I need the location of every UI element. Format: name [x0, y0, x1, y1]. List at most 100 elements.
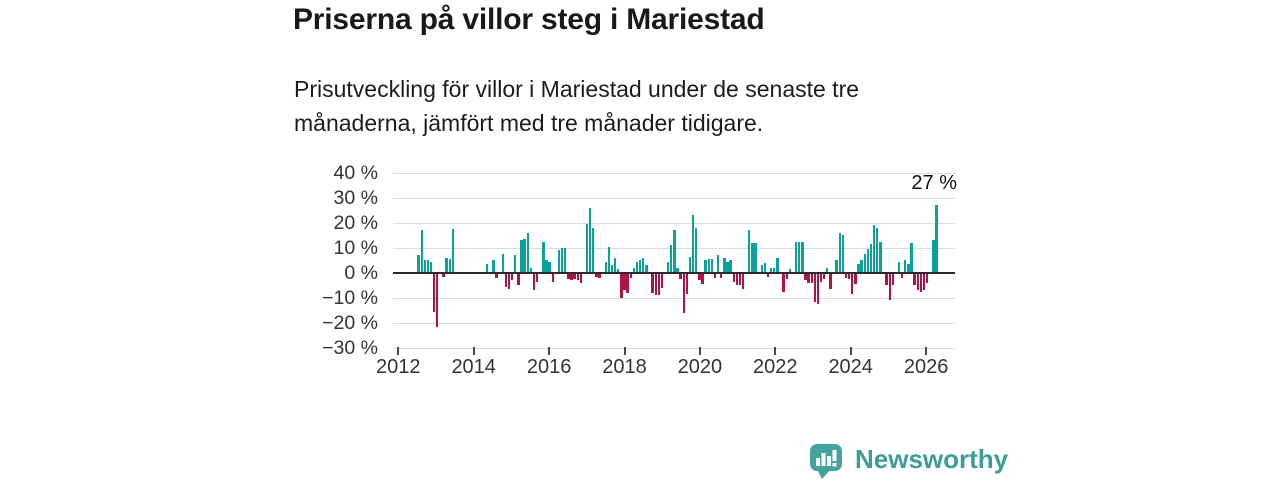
bar [673, 230, 676, 273]
bar [607, 246, 611, 273]
bar [863, 254, 866, 273]
bar [763, 262, 767, 273]
bar [854, 274, 857, 285]
bar [610, 265, 614, 273]
bar [720, 274, 723, 278]
bar [810, 274, 813, 283]
bar [891, 274, 894, 286]
bar [913, 274, 916, 286]
zero-line [393, 272, 955, 274]
bar [916, 274, 919, 291]
bar [666, 261, 670, 273]
y-tick-label: 20 % [333, 211, 378, 234]
bar [564, 247, 567, 273]
bar [448, 259, 451, 273]
bar [732, 274, 735, 282]
bar [847, 274, 851, 280]
bar [723, 257, 726, 273]
bar [542, 241, 545, 273]
gridline [393, 197, 955, 199]
bar [794, 241, 798, 273]
bar [691, 215, 695, 273]
bar [495, 274, 498, 278]
bar [769, 267, 773, 273]
bar [801, 241, 804, 273]
bar [932, 240, 935, 273]
bar [670, 245, 673, 273]
bar [613, 257, 617, 273]
bar [604, 261, 607, 273]
newsworthy-logo[interactable]: Newsworthy [808, 442, 1008, 480]
bar [576, 274, 579, 281]
y-tick-label: −30 % [322, 337, 378, 360]
bar [738, 274, 742, 286]
bar [751, 242, 754, 273]
bar [919, 274, 923, 292]
bar [754, 242, 757, 273]
bar [904, 260, 907, 273]
bar [888, 274, 891, 301]
bar [857, 264, 860, 273]
bar [570, 274, 573, 281]
y-tick-label: −20 % [322, 312, 378, 335]
bar [866, 249, 870, 273]
x-axis-tick [548, 347, 551, 355]
bar [713, 274, 717, 278]
bar [617, 269, 620, 273]
bar [935, 205, 938, 273]
bar [860, 260, 863, 273]
x-tick-label: 2016 [526, 356, 572, 378]
gridline [393, 348, 955, 350]
bar [826, 267, 829, 273]
bar [642, 257, 645, 273]
bar [816, 274, 820, 305]
bar [688, 256, 692, 273]
bar [626, 274, 629, 293]
bar [517, 274, 520, 286]
bar [844, 274, 848, 278]
bar [529, 267, 533, 273]
x-tick-label: 2024 [828, 356, 873, 378]
bar [595, 274, 598, 277]
bar [645, 265, 648, 273]
x-axis-tick [774, 347, 777, 355]
bar [804, 274, 807, 281]
bar [638, 260, 642, 273]
bar [567, 274, 570, 280]
y-tick-label: 10 % [333, 236, 378, 259]
bar [822, 274, 826, 280]
bar [735, 274, 738, 286]
bar [526, 232, 529, 273]
x-tick-label: 2012 [376, 356, 421, 378]
x-tick-label: 2018 [602, 356, 647, 378]
bar [651, 274, 654, 293]
newsworthy-logo-text: Newsworthy [855, 444, 1009, 474]
bar [592, 227, 595, 273]
bar [716, 255, 720, 273]
gridline [393, 298, 955, 300]
bar [748, 230, 751, 273]
bar [685, 274, 689, 295]
bar [704, 260, 707, 273]
bar [885, 274, 888, 286]
x-tick-label: 2020 [677, 356, 723, 378]
x-tick-label: 2022 [753, 356, 798, 378]
bar [501, 254, 504, 273]
bar [654, 274, 657, 296]
y-tick-label: 0 % [344, 262, 378, 284]
bar [782, 274, 785, 292]
price-development-bar-chart: 40 % 30 % 20 % 10 % 0 % −10 % −20 % −30 % 2012 20… [322, 162, 955, 378]
bar [579, 274, 582, 283]
x-axis-tick [925, 347, 928, 355]
x-tick-label: 2014 [451, 356, 496, 378]
bar [869, 244, 873, 273]
newsworthy-logo-icon [810, 444, 842, 479]
bar [423, 260, 426, 273]
bar [551, 274, 554, 282]
y-tick-label: −10 % [322, 287, 378, 310]
bar [504, 274, 508, 287]
bar [623, 274, 626, 291]
x-axis-tick [397, 347, 400, 355]
x-axis-tick [472, 347, 475, 355]
bar [598, 274, 601, 278]
